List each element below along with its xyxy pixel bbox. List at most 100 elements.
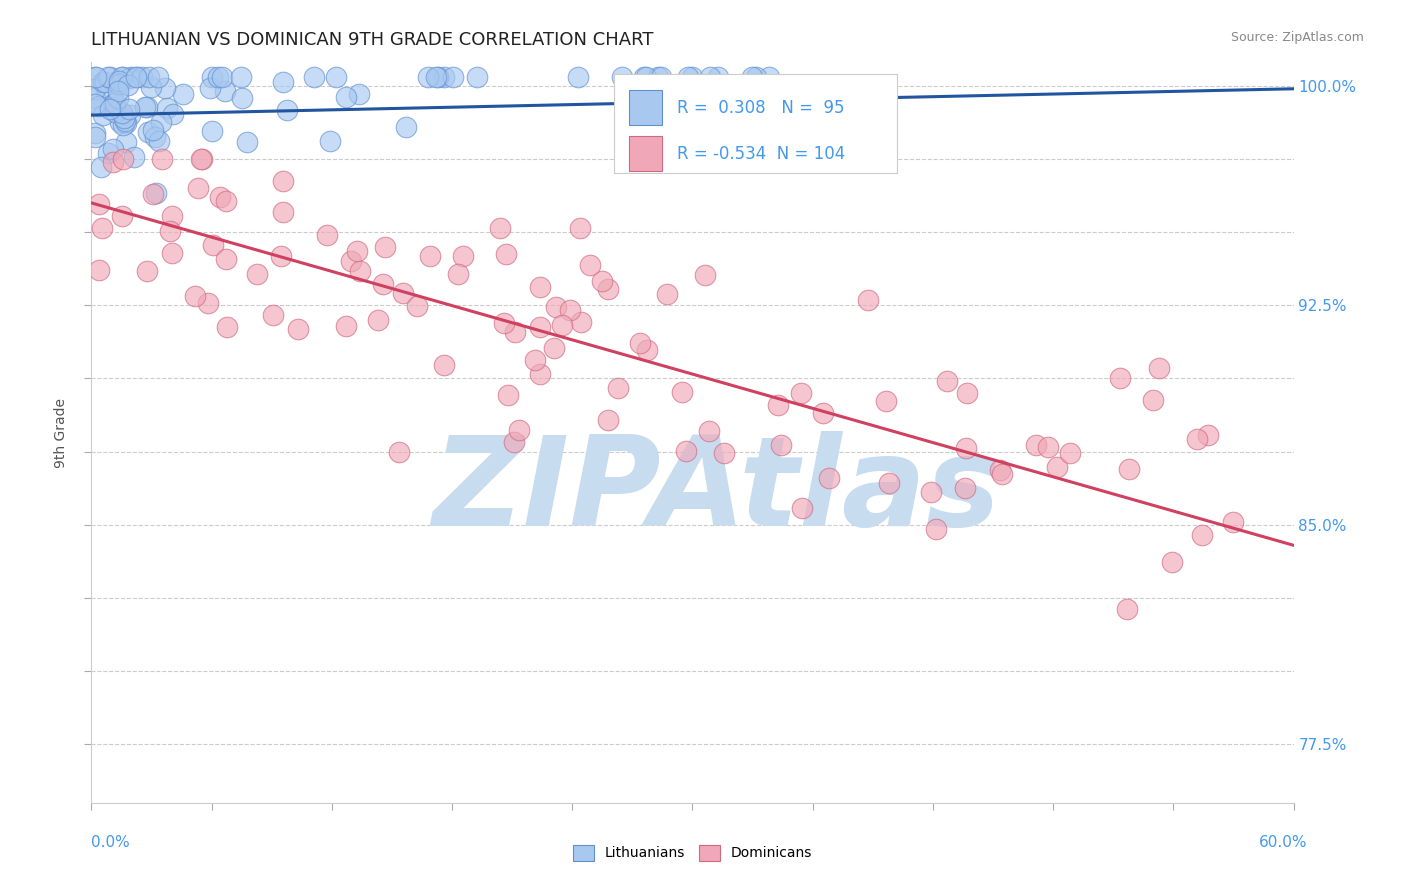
Point <box>1185 432 1208 446</box>
Point <box>211 70 233 84</box>
Point <box>111 210 134 224</box>
Point <box>215 252 238 266</box>
Point <box>142 123 165 137</box>
Point <box>596 412 619 426</box>
Point <box>790 501 813 516</box>
Point <box>84 90 107 104</box>
Point <box>148 134 170 148</box>
Point <box>117 102 139 116</box>
Point <box>1142 392 1164 407</box>
Point <box>135 100 157 114</box>
Point <box>84 129 107 144</box>
Point <box>543 341 565 355</box>
Point <box>84 82 107 96</box>
Point <box>349 264 371 278</box>
Point <box>84 97 107 112</box>
Point <box>560 302 582 317</box>
Point <box>156 101 179 115</box>
Point <box>1147 361 1170 376</box>
Point <box>172 87 194 101</box>
Bar <box>628 90 662 126</box>
Point <box>162 246 184 260</box>
Point <box>197 296 219 310</box>
Point <box>988 463 1011 477</box>
Point <box>231 91 253 105</box>
Text: ZIPAtlas: ZIPAtlas <box>432 432 1001 552</box>
Point <box>569 315 592 329</box>
Point <box>236 135 259 149</box>
Point <box>315 228 337 243</box>
Point <box>103 95 125 110</box>
Point <box>955 441 977 455</box>
Point <box>215 319 238 334</box>
Point <box>120 70 142 84</box>
Point <box>114 114 136 128</box>
Point <box>202 238 225 252</box>
Point <box>108 74 131 88</box>
Point <box>335 90 357 104</box>
Point <box>110 115 132 129</box>
Point <box>90 160 112 174</box>
Point <box>529 280 551 294</box>
Point <box>122 150 145 164</box>
Point <box>707 70 730 84</box>
Point <box>508 423 530 437</box>
Point <box>925 522 948 536</box>
Point <box>1025 437 1047 451</box>
Point <box>138 70 160 84</box>
Point <box>1116 602 1139 616</box>
Point <box>127 70 149 84</box>
Point <box>671 385 693 400</box>
Point <box>111 70 134 84</box>
Point <box>110 106 132 120</box>
Point <box>371 277 394 292</box>
Point <box>789 385 811 400</box>
Point <box>104 74 127 88</box>
Point <box>676 70 699 84</box>
Point <box>579 258 602 272</box>
Point <box>90 221 112 235</box>
Text: 60.0%: 60.0% <box>1260 836 1308 850</box>
Point <box>447 268 470 282</box>
Point <box>813 405 835 419</box>
Point <box>766 398 789 412</box>
Point <box>107 91 129 105</box>
Point <box>143 130 166 145</box>
Point <box>159 224 181 238</box>
Point <box>325 70 347 84</box>
Point <box>856 293 879 307</box>
Point <box>1059 446 1081 460</box>
Point <box>628 335 651 350</box>
Point <box>91 108 114 122</box>
Point <box>120 108 142 122</box>
Point <box>953 481 976 495</box>
Point <box>208 189 231 203</box>
Point <box>1109 371 1132 385</box>
Point <box>426 70 449 84</box>
Point <box>347 87 370 102</box>
Point <box>406 299 429 313</box>
Point <box>339 254 361 268</box>
Point <box>392 286 415 301</box>
Point <box>138 125 160 139</box>
Point <box>634 70 657 84</box>
Point <box>104 105 127 120</box>
Point <box>503 434 526 449</box>
Point <box>101 155 124 169</box>
Point <box>145 186 167 200</box>
Point <box>675 444 697 458</box>
Point <box>610 70 633 84</box>
Point <box>276 103 298 117</box>
Point <box>142 186 165 201</box>
Point <box>395 120 418 135</box>
Point <box>374 240 396 254</box>
Bar <box>628 136 662 171</box>
Point <box>304 70 326 84</box>
Point <box>1045 459 1067 474</box>
Point <box>425 70 447 84</box>
Point <box>98 70 121 84</box>
Point <box>551 318 574 332</box>
Point <box>388 444 411 458</box>
Point <box>758 70 780 84</box>
Point <box>190 152 212 166</box>
